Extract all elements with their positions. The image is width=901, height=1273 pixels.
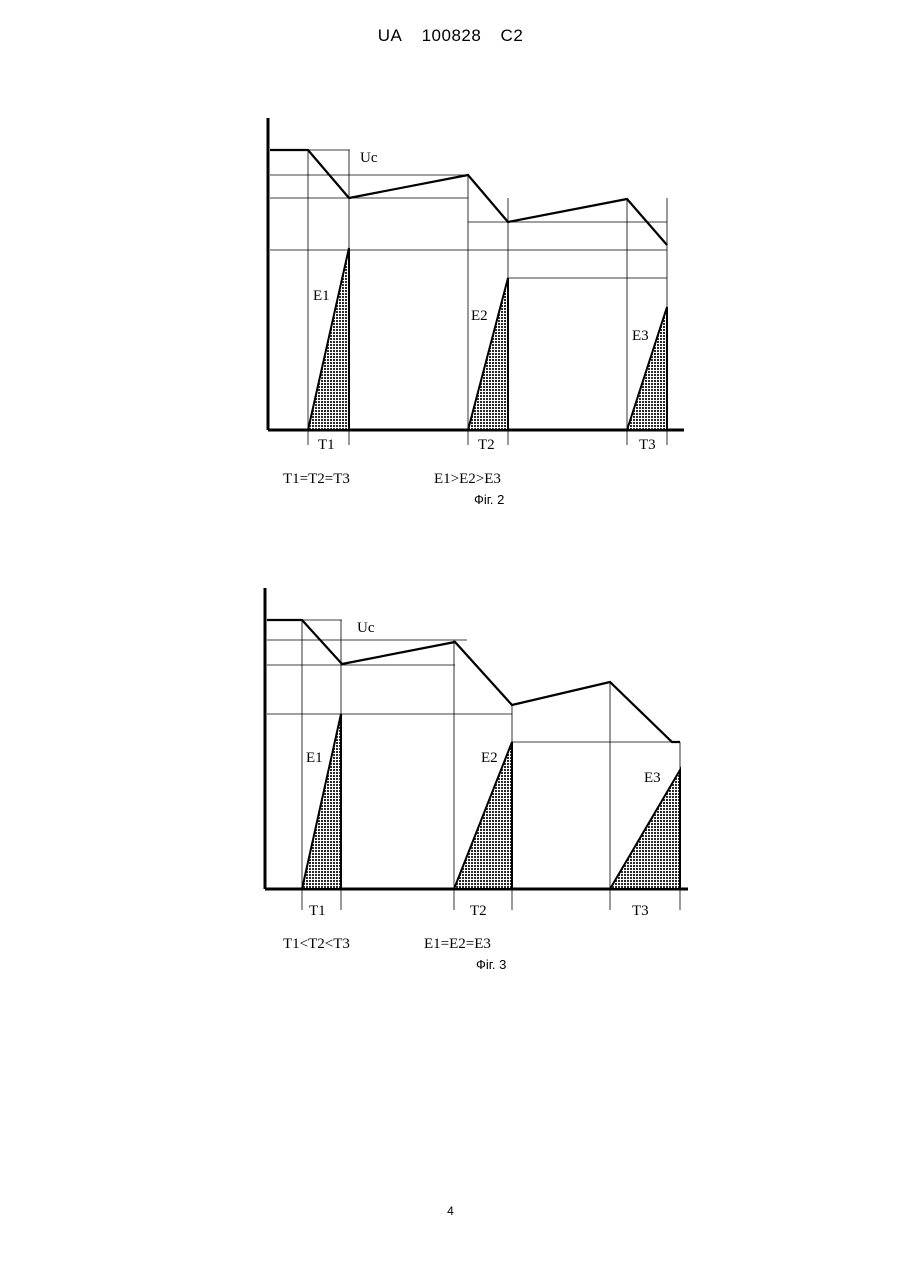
energy-pulse-1 — [302, 714, 341, 889]
figure-2-diagram: Uc E1 E2 E3 T1 T2 T3 T1=T2=T3 E1>E2>E3 Ф… — [0, 110, 901, 520]
header-country: UA — [378, 26, 403, 45]
figure-3-diagram: Uc E1 E2 E3 T1 T2 T3 T1<T2<T3 E1=E2=E3 Ф… — [0, 580, 901, 980]
voltage-curve — [267, 620, 680, 742]
reference-lines — [270, 150, 667, 278]
document-header: UA 100828 C2 — [0, 26, 901, 46]
time-relation: T1=T2=T3 — [283, 471, 350, 487]
energy-relation: E1=E2=E3 — [424, 936, 491, 952]
reference-lines — [267, 620, 680, 742]
voltage-label: Uc — [360, 150, 378, 166]
energy-pulse-3 — [627, 307, 667, 430]
energy-label-3: E3 — [632, 328, 649, 344]
figure-caption: Фіг. 2 — [474, 492, 504, 507]
energy-label-2: E2 — [481, 750, 498, 766]
page-number: 4 — [0, 1204, 901, 1218]
period-label-3: T3 — [632, 903, 649, 919]
figure-caption: Фіг. 3 — [476, 957, 506, 972]
energy-pulse-2 — [468, 278, 508, 430]
period-label-2: T2 — [478, 437, 495, 453]
energy-label-1: E1 — [313, 288, 330, 304]
energy-label-2: E2 — [471, 308, 488, 324]
period-label-1: T1 — [318, 437, 335, 453]
period-label-3: T3 — [639, 437, 656, 453]
energy-label-3: E3 — [644, 770, 661, 786]
energy-pulse-3 — [610, 770, 680, 889]
period-label-1: T1 — [309, 903, 326, 919]
voltage-curve — [270, 150, 667, 245]
figure-3: Uc E1 E2 E3 T1 T2 T3 T1<T2<T3 E1=E2=E3 Ф… — [0, 580, 901, 980]
energy-pulse-1 — [308, 248, 349, 430]
energy-label-1: E1 — [306, 750, 323, 766]
voltage-label: Uc — [357, 620, 375, 636]
header-kind: C2 — [501, 26, 524, 45]
time-relation: T1<T2<T3 — [283, 936, 350, 952]
header-number: 100828 — [422, 26, 482, 45]
energy-relation: E1>E2>E3 — [434, 471, 501, 487]
figure-2: Uc E1 E2 E3 T1 T2 T3 T1=T2=T3 E1>E2>E3 Ф… — [0, 110, 901, 520]
period-label-2: T2 — [470, 903, 487, 919]
